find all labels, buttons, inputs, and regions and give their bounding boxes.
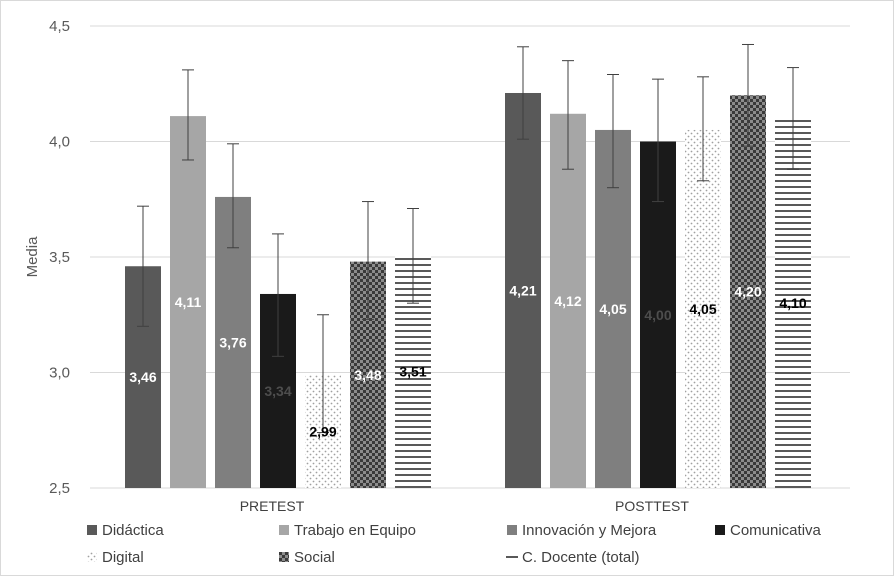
data-label: 3,34 (264, 383, 291, 399)
data-label: 4,00 (644, 307, 671, 323)
y-axis-ticks: 2,5 3,0 3,5 4,0 4,5 (49, 18, 70, 497)
legend-label: Trabajo en Equipo (294, 522, 416, 539)
bar (730, 95, 766, 489)
legend-label: Social (294, 549, 335, 566)
data-label: 3,46 (129, 369, 156, 385)
legend-label: Comunicativa (730, 522, 822, 539)
legend-label: Didáctica (102, 522, 164, 539)
legend-label: C. Docente (total) (522, 549, 640, 566)
bar (775, 118, 811, 489)
legend-swatch (279, 525, 289, 535)
bar (685, 129, 721, 488)
data-label: 3,51 (399, 363, 426, 379)
y-axis-title: Media (24, 236, 41, 278)
data-label: 4,05 (689, 301, 716, 317)
legend-swatch (507, 525, 517, 535)
category-label: POSTTEST (615, 498, 689, 514)
data-label: 4,05 (599, 301, 626, 317)
legend-swatch (87, 552, 97, 562)
legend-swatch (87, 525, 97, 535)
bar (170, 116, 206, 488)
data-label: 4,12 (554, 293, 581, 309)
bar (505, 92, 541, 489)
y-tick-label: 2,5 (49, 480, 70, 497)
data-label: 4,21 (509, 282, 536, 298)
legend: Didáctica Trabajo en Equipo Innovación y M… (87, 522, 822, 566)
y-tick-label: 3,5 (49, 249, 70, 266)
y-tick-label: 3,0 (49, 365, 70, 382)
legend-swatch (279, 552, 289, 562)
data-label: 2,99 (309, 423, 336, 439)
y-tick-label: 4,5 (49, 18, 70, 35)
legend-swatch (715, 525, 725, 535)
data-labels: 3,46 4,11 3,76 3,34 2,99 3,48 3,51 4,21 4,12 4,05… (129, 282, 806, 439)
legend-label: Innovación y Mejora (522, 522, 657, 539)
y-tick-label: 4,0 (49, 134, 70, 151)
data-label: 3,76 (219, 334, 246, 350)
category-label: PRETEST (240, 498, 305, 514)
data-label: 3,48 (354, 367, 381, 383)
error-bars (137, 43, 799, 434)
bar (550, 113, 586, 488)
x-axis-categories: PRETEST POSTTEST (240, 498, 690, 514)
data-label: 4,11 (175, 294, 202, 310)
data-label: 4,10 (779, 295, 806, 311)
data-label: 4,20 (734, 284, 761, 300)
legend-label: Digital (102, 549, 144, 566)
bar (595, 129, 631, 488)
